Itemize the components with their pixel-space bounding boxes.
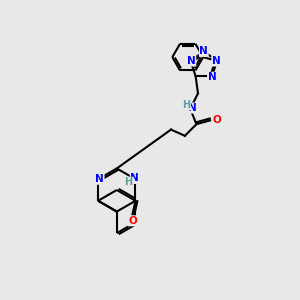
Text: N: N xyxy=(200,46,208,56)
Text: H: H xyxy=(182,100,190,110)
Text: N: N xyxy=(208,72,216,82)
Text: N: N xyxy=(130,173,139,184)
Text: N: N xyxy=(187,56,196,66)
Text: O: O xyxy=(128,216,137,226)
Text: O: O xyxy=(212,116,221,125)
Text: N: N xyxy=(212,56,220,66)
Text: H: H xyxy=(124,177,133,187)
Text: N: N xyxy=(188,103,197,113)
Text: N: N xyxy=(95,174,104,184)
